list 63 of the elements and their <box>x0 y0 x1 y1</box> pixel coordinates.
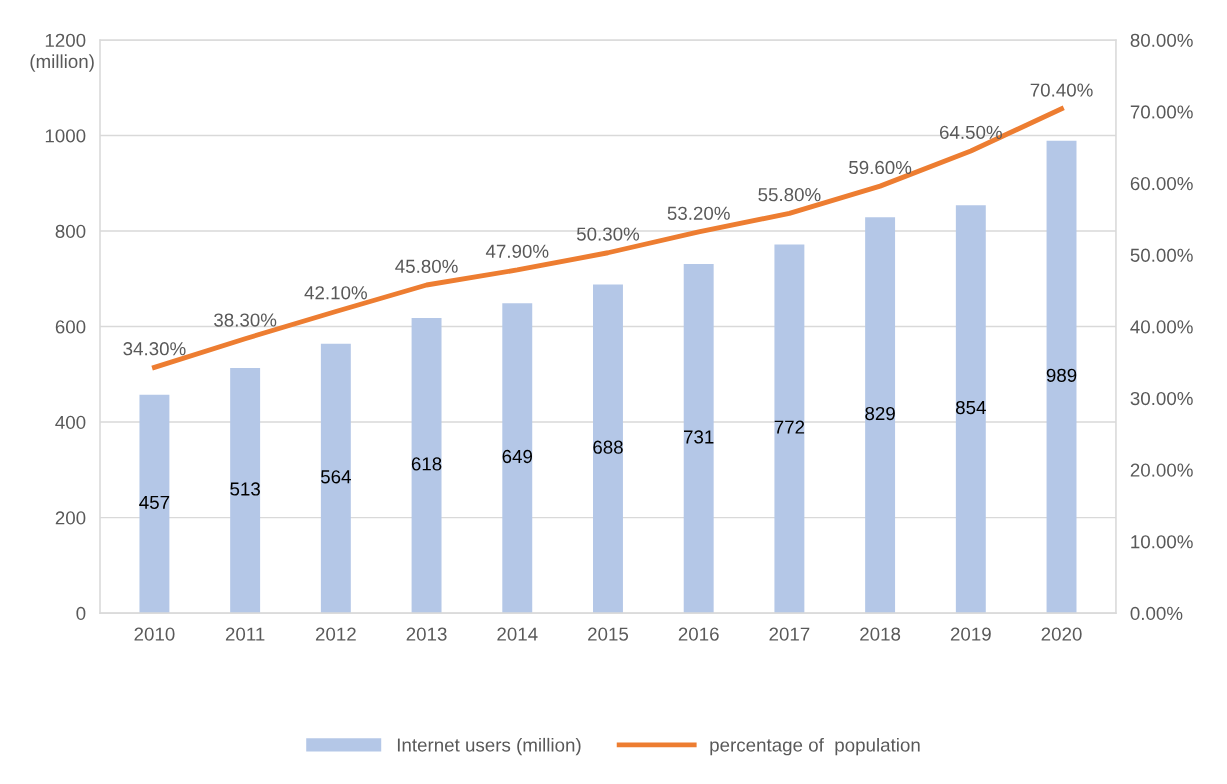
y-tick-label: 800 <box>55 224 86 238</box>
bar <box>502 303 533 614</box>
data-label: 70.40% <box>1030 83 1093 97</box>
data-label: 45.80% <box>395 259 458 273</box>
data-label: 47.90% <box>485 244 549 258</box>
y-tick-label: 400 <box>55 415 86 430</box>
y-axis-title: (million) <box>30 54 94 72</box>
y-tick-label: 600 <box>55 320 86 334</box>
y2-tick-label: 60.00% <box>1130 176 1193 191</box>
data-label: 731 <box>684 430 714 444</box>
data-label: 618 <box>411 457 442 471</box>
y2-tick-label: 0.00% <box>1130 606 1183 621</box>
data-label: 854 <box>955 400 986 415</box>
x-tick-label: 2010 <box>134 627 175 641</box>
x-tick-label: 2014 <box>497 627 538 641</box>
bar <box>955 205 986 614</box>
data-label: 564 <box>320 470 351 484</box>
x-tick-label: 2016 <box>678 627 719 641</box>
bar <box>774 244 805 614</box>
y2-tick-label: 50.00% <box>1130 248 1193 262</box>
y2-tick-label: 30.00% <box>1130 391 1193 406</box>
y-tick-label: 0 <box>76 606 86 621</box>
y2-tick-label: 10.00% <box>1131 535 1193 549</box>
bar <box>139 394 170 614</box>
bar <box>865 217 896 614</box>
y-tick-label: 1200 <box>45 33 86 47</box>
x-tick-label: 2020 <box>1041 627 1082 641</box>
data-label: 989 <box>1046 368 1077 382</box>
y-tick-label: 1000 <box>45 129 86 143</box>
x-tick-label: 2011 <box>225 627 265 641</box>
bar <box>683 263 714 614</box>
bar <box>1046 140 1077 614</box>
x-tick-label: 2019 <box>950 627 991 641</box>
y2-tick-label: 70.00% <box>1130 105 1193 119</box>
y2-tick-label: 80.00% <box>1130 33 1193 47</box>
bar <box>411 317 442 614</box>
x-tick-label: 2018 <box>860 627 901 641</box>
data-label: 688 <box>593 440 623 454</box>
x-tick-label: 2015 <box>588 627 629 641</box>
data-label: 513 <box>230 482 260 496</box>
x-tick-label: 2013 <box>406 627 447 641</box>
data-label: 38.30% <box>214 313 277 327</box>
data-label: 50.30% <box>576 227 640 241</box>
y2-tick-label: 40.00% <box>1130 320 1193 334</box>
data-label: 649 <box>502 449 533 464</box>
data-label: 829 <box>865 406 895 421</box>
data-label: 42.10% <box>304 286 367 300</box>
legend-label: percentage of population <box>710 737 920 756</box>
x-tick-label: 2012 <box>315 627 356 641</box>
bar <box>320 343 351 614</box>
x-tick-label: 2017 <box>769 627 810 641</box>
data-label: 34.30% <box>123 342 186 356</box>
bar <box>593 284 623 614</box>
bar <box>230 368 261 614</box>
data-label: 457 <box>139 495 170 509</box>
data-label: 59.60% <box>849 160 912 175</box>
legend-label: Internet users (million) <box>397 737 581 756</box>
y-tick-label: 200 <box>55 511 86 525</box>
data-label: 64.50% <box>939 125 1002 139</box>
data-label: 772 <box>774 420 805 434</box>
data-label: 55.80% <box>758 188 821 202</box>
y2-tick-label: 20.00% <box>1130 463 1193 477</box>
data-label: 53.20% <box>667 206 730 220</box>
